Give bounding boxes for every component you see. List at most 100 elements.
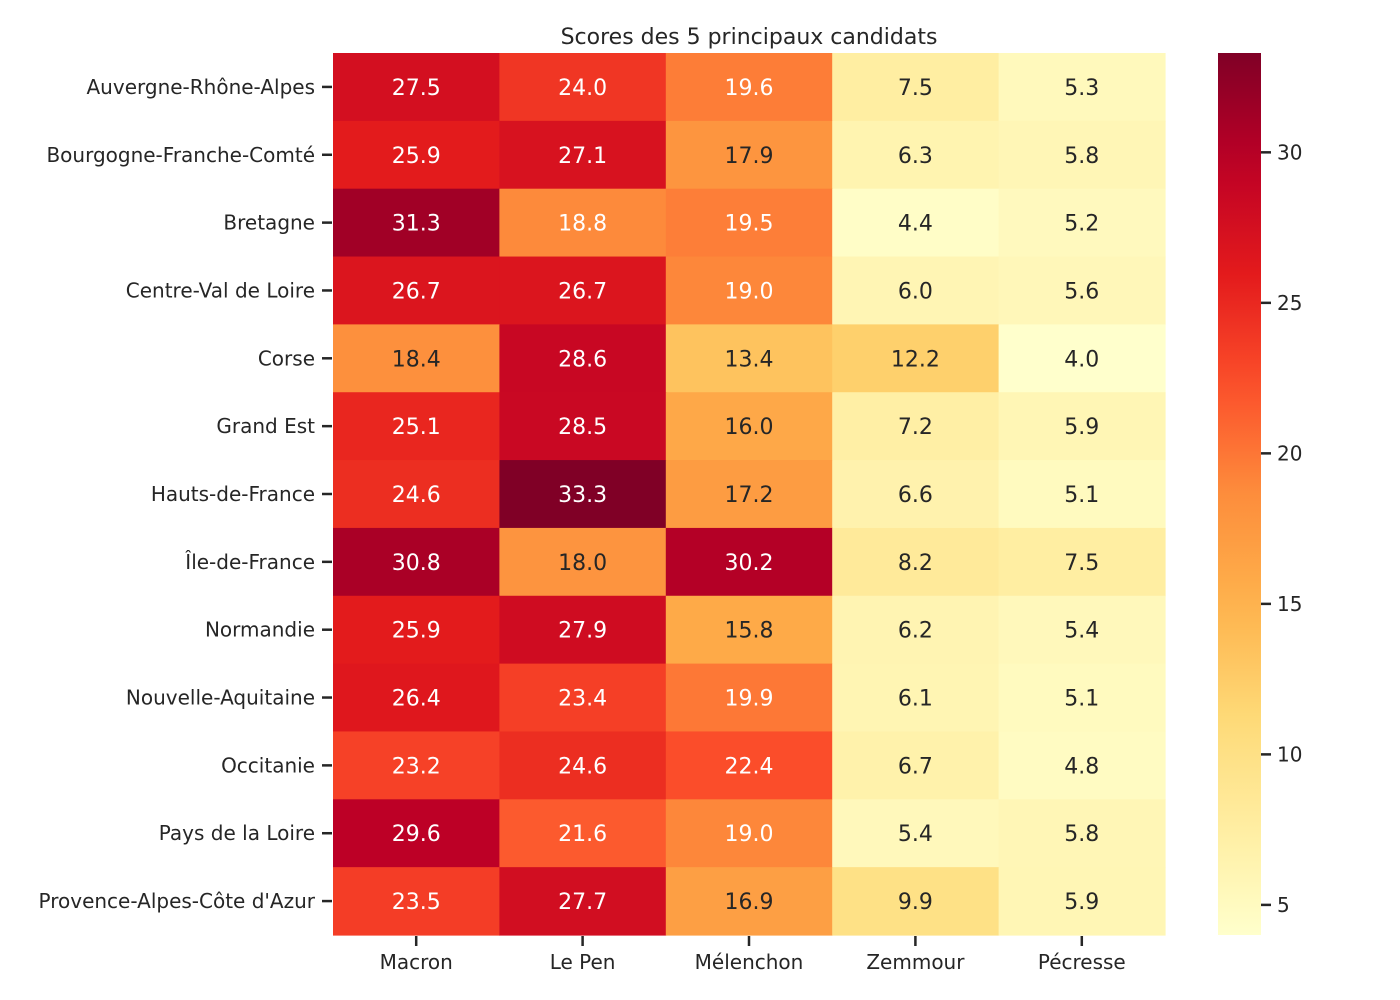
colorbar-tick-label: 30 <box>1277 140 1302 164</box>
column-label-pecresse: Pécresse <box>1038 950 1126 974</box>
heatmap-cell-centre-val-de-loire-melenchon <box>665 256 833 325</box>
cell-value-label: 30.2 <box>725 551 774 576</box>
heatmap-cell-corse-pecresse <box>998 324 1166 393</box>
heatmap-cell-occitanie-macron <box>333 731 500 800</box>
heatmap-cell-grand-est-pecresse <box>998 392 1166 461</box>
cell-value-label: 26.7 <box>558 279 607 304</box>
cell-value-label: 8.2 <box>898 551 933 576</box>
heatmap-cell-auvergne-rhone-alpes-zemmour <box>832 53 1000 122</box>
heatmap-cell-bretagne-macron <box>333 188 500 258</box>
colorbar: 5 10 15 20 25 30 <box>1218 53 1302 935</box>
heatmap-cell-hauts-de-france-zemmour <box>832 460 1000 529</box>
cell-value-label: 5.1 <box>1064 483 1099 508</box>
heatmap-cell-bourgogne-franche-comte-le-pen <box>499 120 667 190</box>
cell-value-label: 18.8 <box>558 212 607 237</box>
cell-value-label: 5.4 <box>1064 619 1099 644</box>
column-label-zemmour: Zemmour <box>866 950 965 974</box>
heatmap-cell-pays-de-la-loire-macron <box>333 799 500 868</box>
row-label-bourgogne-franche-comte: Bourgogne-Franche-Comté <box>46 143 315 167</box>
cell-value-label: 25.9 <box>392 619 441 644</box>
heatmap-cell-hauts-de-france-melenchon <box>665 460 833 529</box>
heatmap-cell-hauts-de-france-macron <box>333 460 500 529</box>
heatmap-cell-bourgogne-franche-comte-macron <box>333 120 500 190</box>
heatmap-cell-pays-de-la-loire-pecresse <box>998 799 1166 868</box>
heatmap-cell-ile-de-france-pecresse <box>998 527 1166 597</box>
cell-value-label: 16.0 <box>725 415 774 440</box>
heatmap-cell-occitanie-melenchon <box>665 731 833 800</box>
cell-value-label: 23.4 <box>558 687 607 712</box>
row-label-auvergne-rhone-alpes: Auvergne-Rhône-Alpes <box>87 75 316 99</box>
heatmap-cell-bretagne-le-pen <box>499 188 667 258</box>
row-label-bretagne: Bretagne <box>223 211 315 235</box>
cell-value-label: 5.6 <box>1064 279 1099 304</box>
cell-value-label: 16.9 <box>725 890 774 915</box>
cell-value-label: 19.6 <box>725 76 774 101</box>
cell-value-label: 9.9 <box>898 890 933 915</box>
heatmap-cell-pays-de-la-loire-melenchon <box>665 799 833 868</box>
row-label-pays-de-la-loire: Pays de la Loire <box>159 821 315 845</box>
row-label-nouvelle-aquitaine: Nouvelle-Aquitaine <box>126 686 315 710</box>
heatmap-cell-corse-melenchon <box>665 324 833 393</box>
heatmap-cell-occitanie-pecresse <box>998 731 1166 800</box>
cell-value-label: 17.2 <box>725 483 774 508</box>
cell-value-label: 27.1 <box>558 144 607 169</box>
cell-value-label: 4.8 <box>1064 754 1099 779</box>
cell-value-label: 22.4 <box>725 754 774 779</box>
heatmap-cell-bourgogne-franche-comte-melenchon <box>665 120 833 190</box>
cell-value-label: 28.6 <box>558 347 607 372</box>
colorbar-tick-label: 5 <box>1277 893 1290 917</box>
heatmap-cell-bretagne-melenchon <box>665 188 833 258</box>
cell-value-label: 13.4 <box>725 347 774 372</box>
cell-value-label: 5.9 <box>1064 415 1099 440</box>
heatmap-cell-provence-alpes-cote-d-azur-le-pen <box>499 867 667 936</box>
cell-value-label: 19.5 <box>725 212 774 237</box>
heatmap-cell-ile-de-france-zemmour <box>832 527 1000 597</box>
heatmap-cell-corse-le-pen <box>499 324 667 393</box>
cell-value-label: 6.1 <box>898 687 933 712</box>
cell-value-label: 6.0 <box>898 279 933 304</box>
column-label-le-pen: Le Pen <box>550 950 616 974</box>
heatmap-cell-occitanie-zemmour <box>832 731 1000 800</box>
cell-value-label: 27.7 <box>558 890 607 915</box>
heatmap-cell-grand-est-le-pen <box>499 392 667 461</box>
heatmap-cell-bourgogne-franche-comte-pecresse <box>998 120 1166 190</box>
heatmap-cell-grand-est-melenchon <box>665 392 833 461</box>
cell-value-label: 25.1 <box>392 415 441 440</box>
heatmap-cell-normandie-zemmour <box>832 595 1000 665</box>
heatmap-cell-bretagne-zemmour <box>832 188 1000 258</box>
heatmap-cell-grand-est-macron <box>333 392 500 461</box>
heatmap-cell-occitanie-le-pen <box>499 731 667 800</box>
heatmap-cell-centre-val-de-loire-le-pen <box>499 256 667 325</box>
cell-value-label: 23.2 <box>392 754 441 779</box>
cell-value-label: 5.8 <box>1064 822 1099 847</box>
heatmap-cell-ile-de-france-melenchon <box>665 527 833 597</box>
heatmap-cell-nouvelle-aquitaine-pecresse <box>998 663 1166 733</box>
column-label-macron: Macron <box>380 950 453 974</box>
cell-value-label: 5.4 <box>898 822 933 847</box>
cell-value-label: 23.5 <box>392 890 441 915</box>
heatmap-cell-auvergne-rhone-alpes-melenchon <box>665 53 833 122</box>
heatmap-cell-bourgogne-franche-comte-zemmour <box>832 120 1000 190</box>
cell-value-label: 6.2 <box>898 619 933 644</box>
cell-value-label: 5.9 <box>1064 890 1099 915</box>
cell-value-label: 21.6 <box>558 822 607 847</box>
cell-value-label: 27.5 <box>392 76 441 101</box>
cell-value-label: 30.8 <box>392 551 441 576</box>
row-label-centre-val-de-loire: Centre-Val de Loire <box>126 278 315 302</box>
cell-value-label: 26.4 <box>392 687 441 712</box>
row-label-normandie: Normandie <box>205 618 315 642</box>
heatmap-cell-bretagne-pecresse <box>998 188 1166 258</box>
row-label-grand-est: Grand Est <box>216 414 315 438</box>
heatmap-cell-centre-val-de-loire-zemmour <box>832 256 1000 325</box>
cell-value-label: 24.6 <box>392 483 441 508</box>
heatmap-cell-provence-alpes-cote-d-azur-pecresse <box>998 867 1166 936</box>
cell-value-label: 24.6 <box>558 754 607 779</box>
colorbar-tick-label: 20 <box>1277 441 1302 465</box>
heatmap-cell-ile-de-france-le-pen <box>499 527 667 597</box>
chart-title: Scores des 5 principaux candidats <box>561 25 938 50</box>
column-label-melenchon: Mélenchon <box>695 950 804 974</box>
heatmap-cell-corse-macron <box>333 324 500 393</box>
cell-value-label: 33.3 <box>558 483 607 508</box>
cell-value-label: 4.0 <box>1064 347 1099 372</box>
heatmap-cell-normandie-pecresse <box>998 595 1166 665</box>
